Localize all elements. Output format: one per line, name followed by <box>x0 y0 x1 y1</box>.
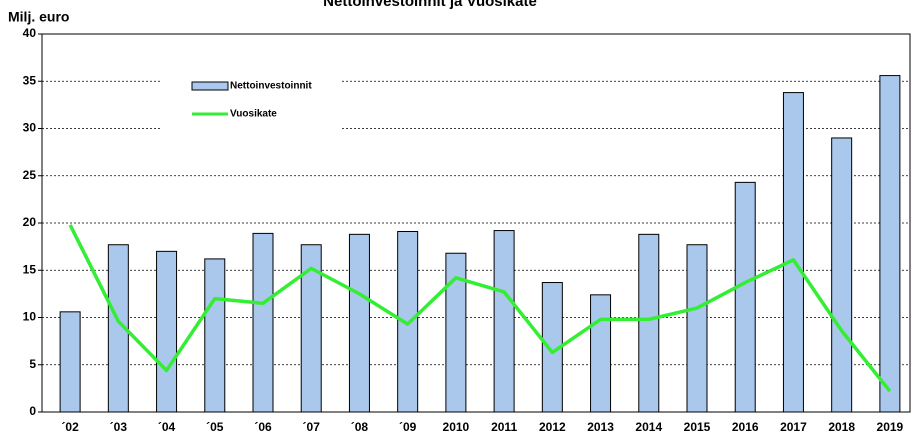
y-tick-label: 35 <box>23 73 37 87</box>
chart-title: Nettoinvestoinnit ja Vuosikate <box>323 0 537 10</box>
bar <box>156 250 178 413</box>
y-axis-label: Milj. euro <box>8 9 69 25</box>
bar <box>300 244 322 413</box>
legend-box <box>160 66 342 142</box>
y-tick-label: 25 <box>23 168 37 182</box>
x-tick-label: 2017 <box>780 420 807 434</box>
y-tick-label: 40 <box>23 26 37 40</box>
x-tick-label: ´02 <box>61 420 79 434</box>
bar <box>348 233 370 413</box>
y-tick-label: 10 <box>23 310 37 324</box>
x-tick-label: 2011 <box>491 420 517 434</box>
bar <box>590 294 612 413</box>
legend-label: Vuosikate <box>230 109 277 120</box>
x-tick-label: 2016 <box>732 420 759 434</box>
x-tick-label: ´06 <box>254 420 272 434</box>
x-tick-label: ´04 <box>158 420 176 434</box>
x-tick-label: 2010 <box>443 420 470 434</box>
y-tick-label: 30 <box>23 121 37 135</box>
x-tick-label: ´09 <box>399 420 417 434</box>
bar <box>734 181 756 413</box>
x-tick-label: ´08 <box>351 420 369 434</box>
x-tick-label: 2014 <box>635 420 662 434</box>
plot-frame <box>41 33 911 413</box>
x-tick-label: 2019 <box>877 420 904 434</box>
x-tick-label: 2013 <box>587 420 614 434</box>
y-tick-label: 20 <box>23 215 37 229</box>
y-tick-label: 0 <box>29 404 36 418</box>
x-tick-label: 2012 <box>539 420 566 434</box>
y-tick-label: 5 <box>29 357 36 371</box>
bar <box>107 244 129 413</box>
bar <box>445 252 467 413</box>
bar <box>879 75 901 413</box>
x-tick-label: ´03 <box>110 420 128 434</box>
legend-swatch <box>191 81 229 91</box>
bar <box>686 244 708 413</box>
bar <box>831 137 853 413</box>
x-tick-label: 2018 <box>828 420 855 434</box>
bar <box>638 233 660 413</box>
bar <box>493 230 515 413</box>
x-tick-label: 2015 <box>684 420 711 434</box>
x-tick-label: ´07 <box>303 420 321 434</box>
bar <box>59 311 81 413</box>
bar <box>252 232 274 413</box>
x-tick-label: ´05 <box>206 420 224 434</box>
y-tick-label: 15 <box>23 262 37 276</box>
line <box>68 224 892 393</box>
bar <box>204 258 226 413</box>
legend-label: Nettoinvestoinnit <box>230 81 312 92</box>
bar <box>782 92 804 413</box>
